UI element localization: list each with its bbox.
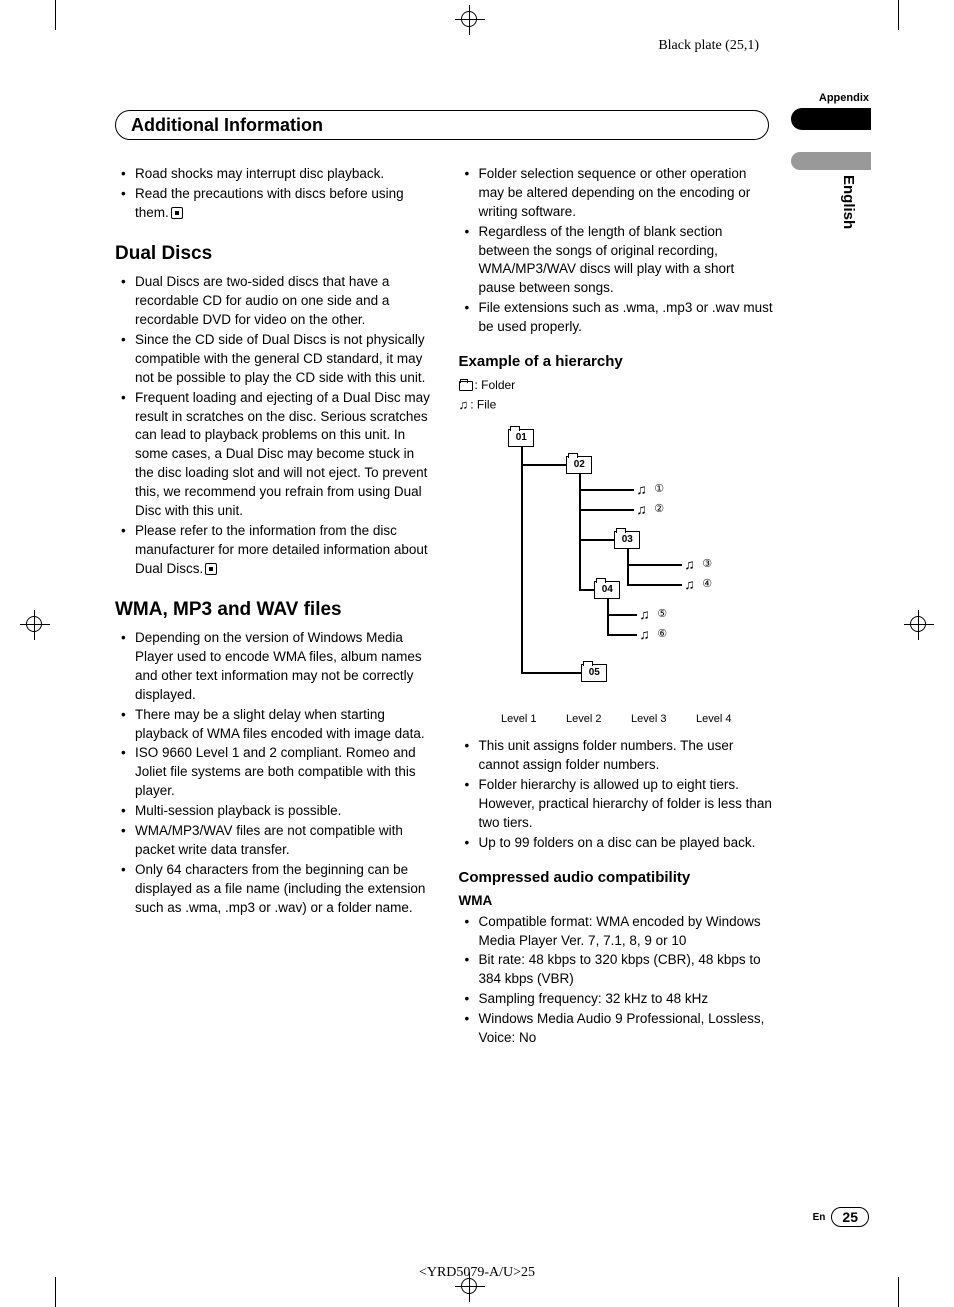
file-icon: ♫: [684, 555, 695, 575]
page-lang: En: [813, 1212, 826, 1223]
list-item: File extensions such as .wma, .mp3 or .w…: [459, 299, 775, 337]
list-item: Folder selection sequence or other opera…: [459, 165, 775, 222]
registration-mark: [455, 5, 485, 35]
crop-mark: [55, 0, 56, 30]
file-icon: ♫: [684, 575, 695, 595]
list-item: ISO 9660 Level 1 and 2 compliant. Romeo …: [115, 744, 431, 801]
plate-label: Black plate (25,1): [658, 38, 759, 54]
list-item: There may be a slight delay when startin…: [115, 706, 431, 744]
list-item: Compatible format: WMA encoded by Window…: [459, 913, 775, 951]
section-end-icon: [171, 207, 183, 219]
list-item: Only 64 characters from the beginning ca…: [115, 861, 431, 918]
registration-mark: [904, 610, 934, 640]
crop-mark: [898, 1277, 899, 1307]
file-icon: ♫: [639, 625, 650, 645]
folder-node: 01: [508, 429, 534, 447]
chapter-bar: Additional Information: [115, 110, 769, 140]
folder-icon: [459, 381, 473, 391]
hierarchy-notes-list: This unit assigns folder numbers. The us…: [459, 737, 775, 852]
list-item: Depending on the version of Windows Medi…: [115, 629, 431, 705]
folder-node: 04: [594, 581, 620, 599]
file-number: ⑤: [657, 607, 667, 622]
list-item: Up to 99 folders on a disc can be played…: [459, 834, 775, 853]
left-column: Road shocks may interrupt disc playback.…: [115, 165, 431, 1049]
folder-node: 05: [581, 664, 607, 682]
right-column: Folder selection sequence or other opera…: [459, 165, 775, 1049]
file-icon: ♫: [636, 480, 647, 500]
section-tab: [791, 108, 871, 130]
list-item: Bit rate: 48 kbps to 320 kbps (CBR), 48 …: [459, 951, 775, 989]
language-label: English: [840, 175, 857, 229]
wma-mp3-wav-list: Depending on the version of Windows Medi…: [115, 629, 431, 917]
section-heading: WMA, MP3 and WAV files: [115, 597, 431, 624]
appendix-label: Appendix: [819, 92, 869, 104]
file-number: ②: [654, 502, 664, 517]
page-number-value: 25: [831, 1207, 869, 1227]
intro-list-right: Folder selection sequence or other opera…: [459, 165, 775, 337]
page-frame: Appendix Additional Information English …: [85, 80, 869, 1227]
list-item: Read the precautions with discs before u…: [115, 185, 431, 223]
file-icon: ♫: [636, 500, 647, 520]
list-item: Folder hierarchy is allowed up to eight …: [459, 776, 775, 833]
dual-discs-list: Dual Discs are two-sided discs that have…: [115, 273, 431, 578]
section-heading: Dual Discs: [115, 241, 431, 268]
registration-mark: [20, 610, 50, 640]
list-item: This unit assigns folder numbers. The us…: [459, 737, 775, 775]
list-item: Regardless of the length of blank sectio…: [459, 223, 775, 299]
list-item: WMA/MP3/WAV files are not compatible wit…: [115, 822, 431, 860]
folder-node: 03: [614, 531, 640, 549]
list-item: Dual Discs are two-sided discs that have…: [115, 273, 431, 330]
file-number: ①: [654, 482, 664, 497]
doc-reference: <YRD5079-A/U>25: [419, 1265, 535, 1281]
hierarchy-legend: : Folder ♫: File: [459, 376, 775, 416]
list-item: Road shocks may interrupt disc playback.: [115, 165, 431, 184]
file-icon: ♫: [459, 395, 469, 416]
level-labels: Level 1 Level 2 Level 3 Level 4: [486, 712, 746, 727]
file-number: ④: [702, 577, 712, 592]
subsection-heading: Compressed audio compatibility: [459, 867, 775, 888]
file-number: ③: [702, 557, 712, 572]
list-item: Frequent loading and ejecting of a Dual …: [115, 389, 431, 521]
page-number: En 25: [813, 1207, 869, 1227]
folder-node: 02: [566, 456, 592, 474]
file-icon: ♫: [639, 605, 650, 625]
wma-compat-list: Compatible format: WMA encoded by Window…: [459, 913, 775, 1048]
crop-mark: [55, 1277, 56, 1307]
language-tab: [791, 152, 871, 170]
list-item: Multi-session playback is possible.: [115, 802, 431, 821]
hierarchy-diagram: 01 02 ♫ ① ♫ ② 03 ♫ ③: [486, 424, 746, 704]
list-item: Please refer to the information from the…: [115, 522, 431, 579]
intro-list: Road shocks may interrupt disc playback.…: [115, 165, 431, 223]
format-heading: WMA: [459, 892, 775, 911]
chapter-title: Additional Information: [131, 115, 323, 136]
list-item: Sampling frequency: 32 kHz to 48 kHz: [459, 990, 775, 1009]
subsection-heading: Example of a hierarchy: [459, 351, 775, 372]
section-end-icon: [205, 563, 217, 575]
file-number: ⑥: [657, 627, 667, 642]
list-item: Since the CD side of Dual Discs is not p…: [115, 331, 431, 388]
list-item: Windows Media Audio 9 Professional, Loss…: [459, 1010, 775, 1048]
content-columns: Road shocks may interrupt disc playback.…: [115, 165, 774, 1049]
crop-mark: [898, 0, 899, 30]
